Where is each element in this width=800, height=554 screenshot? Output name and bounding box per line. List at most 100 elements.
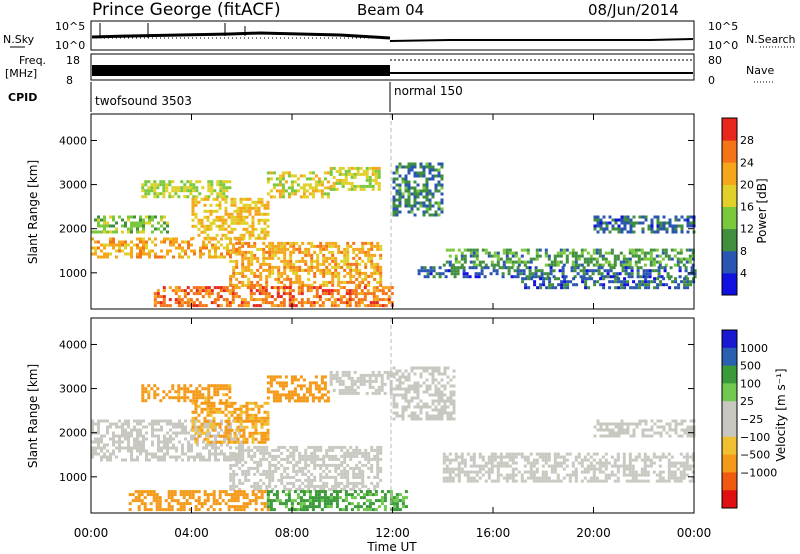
data-cell — [212, 410, 216, 414]
data-cell — [280, 241, 284, 245]
data-cell — [553, 470, 557, 474]
data-cell — [338, 379, 342, 383]
data-cell — [258, 286, 262, 290]
data-cell — [379, 466, 383, 470]
data-cell — [359, 373, 363, 377]
data-cell — [469, 470, 473, 474]
data-cell — [262, 454, 266, 458]
data-cell — [200, 502, 204, 506]
data-cell — [379, 478, 383, 482]
data-cell — [286, 274, 290, 278]
data-cell — [112, 431, 115, 435]
data-cell — [112, 422, 115, 426]
data-cell — [688, 479, 692, 483]
data-cell — [130, 458, 133, 462]
data-cell — [288, 304, 292, 308]
data-cell — [311, 502, 315, 506]
data-cell — [589, 254, 593, 258]
data-cell — [674, 286, 678, 290]
data-cell — [198, 180, 202, 184]
data-cell — [209, 227, 213, 231]
data-cell — [474, 272, 478, 276]
data-cell — [159, 399, 163, 403]
data-cell — [192, 286, 196, 290]
data-cell — [151, 422, 154, 426]
data-cell — [449, 378, 453, 382]
data-cell — [304, 484, 308, 488]
data-cell — [248, 401, 252, 405]
data-cell — [355, 448, 359, 452]
data-cell — [344, 391, 348, 395]
data-cell — [209, 404, 213, 408]
data-cell — [130, 434, 133, 438]
data-cell — [524, 277, 528, 281]
data-cell — [395, 165, 399, 169]
data-cell — [307, 487, 311, 491]
data-cell — [241, 472, 245, 476]
data-cell — [179, 493, 183, 497]
data-cell — [648, 269, 652, 273]
data-cell — [364, 448, 368, 452]
data-cell — [350, 508, 354, 512]
data-cell — [166, 452, 169, 456]
data-cell — [109, 452, 112, 456]
data-cell — [373, 253, 377, 257]
data-cell — [416, 387, 420, 391]
data-cell — [293, 180, 297, 184]
data-cell — [440, 411, 444, 415]
data-cell — [622, 470, 626, 474]
data-cell — [145, 221, 148, 225]
data-cell — [103, 443, 106, 447]
data-cell — [610, 455, 614, 459]
data-cell — [268, 475, 272, 479]
data-cell — [598, 464, 602, 468]
data-cell — [268, 241, 272, 245]
data-cell — [230, 440, 234, 444]
data-cell — [139, 428, 142, 432]
data-cell — [320, 375, 324, 379]
data-cell — [304, 478, 308, 482]
data-cell — [165, 393, 169, 397]
data-cell — [362, 169, 366, 173]
data-cell — [425, 204, 429, 208]
data-cell — [374, 178, 378, 182]
data-cell — [364, 274, 368, 278]
data-cell — [206, 233, 210, 237]
data-cell — [310, 283, 314, 287]
data-cell — [554, 277, 558, 281]
data-cell — [208, 431, 211, 435]
data-cell — [449, 417, 453, 421]
data-cell — [682, 257, 686, 261]
data-cell — [158, 508, 162, 512]
data-cell — [263, 502, 267, 506]
data-cell — [212, 419, 216, 423]
data-cell — [292, 244, 296, 248]
data-cell — [637, 452, 641, 456]
data-cell — [428, 405, 432, 409]
data-cell — [245, 440, 249, 444]
data-cell — [620, 215, 624, 219]
data-cell — [404, 396, 408, 400]
data-cell — [617, 218, 621, 222]
data-cell — [266, 410, 270, 414]
data-cell — [235, 454, 239, 458]
data-cell — [649, 461, 653, 465]
data-cell — [152, 496, 156, 500]
data-cell — [425, 402, 429, 406]
data-cell — [260, 200, 264, 204]
data-cell — [349, 280, 353, 284]
data-cell — [160, 224, 163, 228]
data-cell — [622, 473, 626, 477]
data-cell — [241, 443, 244, 447]
data-cell — [237, 304, 241, 308]
data-cell — [331, 463, 335, 467]
data-cell — [304, 268, 308, 272]
data-cell — [586, 251, 590, 255]
data-cell — [364, 271, 368, 275]
data-cell — [367, 250, 371, 254]
data-cell — [652, 248, 656, 252]
data-cell — [428, 366, 432, 370]
data-cell — [329, 373, 333, 377]
data-cell — [100, 449, 103, 453]
data-cell — [252, 304, 256, 308]
